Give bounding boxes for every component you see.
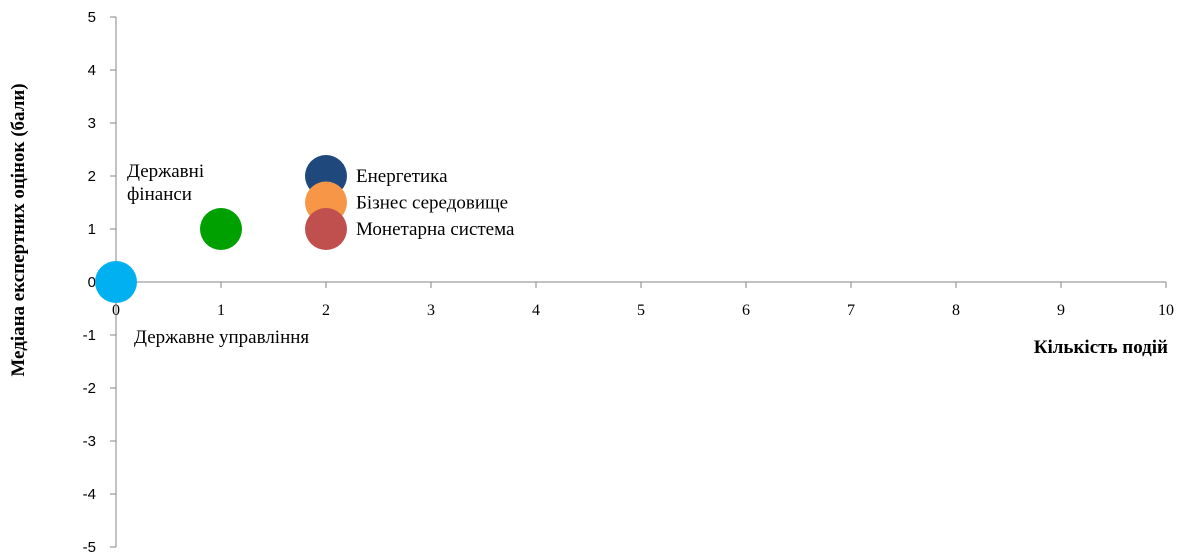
y-tick-labels: 5 4 3 2 1 0 -1 -2 -3 -4 -5 — [83, 9, 96, 556]
y-tick-label: 1 — [88, 221, 96, 238]
x-tick-label: 9 — [1057, 302, 1065, 319]
x-tick-labels: 0 1 2 3 4 5 6 7 8 9 10 — [112, 302, 1174, 319]
x-tick-label: 8 — [952, 302, 960, 319]
y-tick-label: -3 — [83, 433, 96, 450]
x-tick-label: 7 — [847, 302, 855, 319]
y-tick-label: 3 — [88, 115, 96, 132]
point-labels: Енергетика Бізнес середовище Монетарна сис… — [127, 161, 515, 348]
y-tick-label: -4 — [83, 486, 96, 503]
x-tick-label: 3 — [427, 302, 435, 319]
y-tick-label: 0 — [88, 274, 96, 291]
data-point — [200, 208, 242, 250]
point-label-line: фінанси — [127, 184, 192, 205]
x-tick-label: 0 — [112, 302, 120, 319]
y-tick-label: 4 — [88, 62, 96, 79]
y-tick-label: 2 — [88, 168, 96, 185]
point-label: Енергетика — [356, 166, 448, 187]
y-tick-label: -5 — [83, 539, 96, 556]
data-points — [95, 155, 347, 303]
x-tick-label: 2 — [322, 302, 330, 319]
x-tick-label: 4 — [532, 302, 540, 319]
x-tick-label: 6 — [742, 302, 750, 319]
axes — [110, 16, 1167, 548]
y-axis-title: Медіана експертних оцінок (бали) — [8, 83, 29, 376]
y-tick-label: 5 — [88, 9, 96, 26]
point-label: Державне управління — [134, 327, 309, 348]
point-label: Монетарна система — [356, 219, 515, 240]
x-tick-label: 1 — [217, 302, 225, 319]
x-tick-label: 5 — [637, 302, 645, 319]
data-point — [95, 261, 137, 303]
x-axis-title: Кількість подій — [1034, 337, 1168, 358]
y-tick-label: -2 — [83, 380, 96, 397]
y-tick-label: -1 — [83, 327, 96, 344]
x-tick-label: 10 — [1158, 302, 1174, 319]
data-point — [305, 208, 347, 250]
point-label: Бізнес середовище — [356, 193, 508, 214]
point-label: Державні фінанси — [127, 161, 204, 205]
point-label-line: Державні — [127, 161, 204, 182]
